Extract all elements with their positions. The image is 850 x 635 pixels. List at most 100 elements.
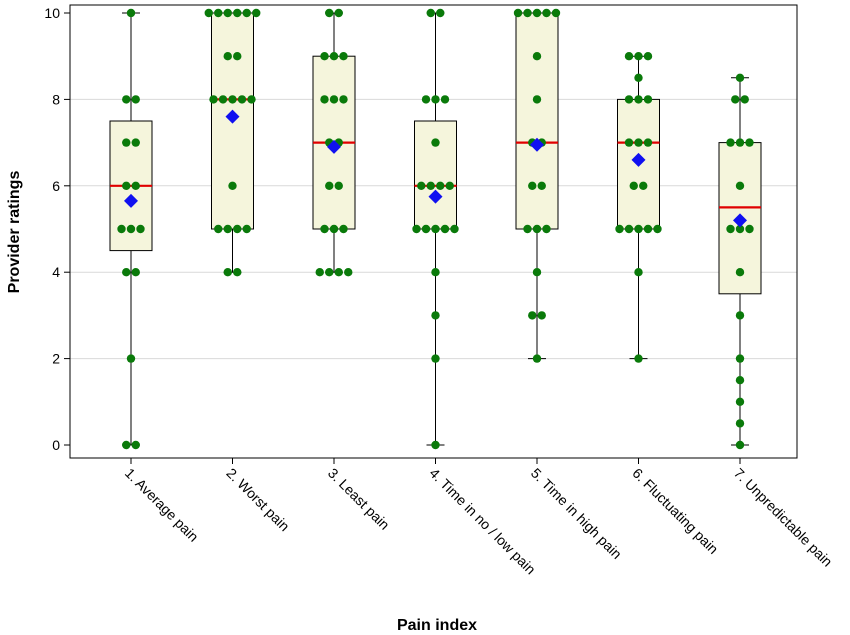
data-point: [634, 138, 643, 147]
data-point: [228, 181, 237, 190]
box-7: [718, 73, 762, 450]
data-point: [329, 95, 339, 104]
data-point: [247, 95, 256, 104]
box-iqr: [414, 120, 457, 230]
data-point: [624, 95, 634, 104]
data-point: [325, 268, 334, 277]
data-point: [334, 181, 343, 190]
data-point: [532, 354, 542, 363]
data-point: [204, 8, 213, 18]
data-point: [431, 354, 440, 363]
data-point: [233, 268, 242, 277]
data-point: [131, 181, 140, 190]
data-point: [431, 268, 440, 277]
data-point: [228, 95, 237, 104]
data-point: [431, 95, 440, 104]
data-point: [532, 95, 542, 104]
mean-marker: [530, 137, 544, 152]
data-point: [320, 224, 329, 234]
data-point: [643, 224, 653, 234]
data-point: [523, 8, 532, 18]
data-point: [653, 224, 662, 234]
box-iqr: [515, 12, 559, 230]
x-tick-label-6: 6. Fluctuating pain: [629, 465, 721, 557]
data-point: [242, 8, 251, 18]
data-point: [233, 52, 242, 61]
data-point: [431, 138, 440, 147]
data-point: [209, 95, 218, 104]
data-point: [122, 268, 131, 277]
mean-marker: [225, 109, 240, 124]
data-point: [551, 8, 561, 18]
data-point: [745, 224, 754, 234]
data-point: [634, 354, 643, 363]
data-point: [131, 440, 140, 450]
box-6: [615, 52, 662, 363]
data-point: [431, 311, 440, 320]
data-point: [431, 224, 440, 234]
data-point: [344, 268, 353, 277]
data-point: [745, 138, 754, 147]
data-point: [412, 224, 421, 234]
mean-marker: [631, 152, 646, 167]
data-point: [537, 181, 546, 190]
data-point: [325, 8, 334, 18]
box-1: [109, 8, 153, 450]
data-point: [731, 95, 740, 104]
data-point: [532, 52, 542, 61]
data-point: [528, 181, 537, 190]
data-point: [242, 224, 251, 234]
data-point: [329, 52, 339, 61]
y-tick-label-8: 8: [52, 91, 60, 107]
data-point: [615, 224, 624, 234]
plot-frame: [69, 4, 798, 459]
y-tick-label-2: 2: [52, 351, 60, 367]
x-tick-label-4: 4. Time in no / low pain: [426, 465, 539, 578]
data-point: [339, 95, 348, 104]
data-point: [131, 138, 140, 147]
data-point: [629, 181, 638, 190]
data-point: [320, 52, 329, 61]
data-point: [532, 8, 542, 18]
x-axis-title: Pain index: [397, 617, 477, 634]
data-point: [126, 224, 136, 234]
data-point: [421, 224, 431, 234]
y-axis: 0 2 4 6 8 10: [44, 5, 70, 453]
data-point: [639, 181, 648, 190]
data-point: [624, 138, 634, 147]
data-point: [735, 73, 745, 83]
data-point: [131, 95, 140, 104]
data-point: [735, 419, 745, 428]
data-point: [726, 138, 735, 147]
data-point: [122, 138, 131, 147]
data-point: [740, 95, 749, 104]
data-point: [431, 440, 440, 450]
data-point: [634, 52, 643, 61]
mean-marker: [428, 189, 443, 204]
data-point: [542, 8, 551, 18]
y-tick-label-0: 0: [52, 437, 60, 453]
data-point: [252, 8, 261, 18]
data-point: [513, 8, 523, 18]
data-point: [237, 95, 247, 104]
box-5: [513, 8, 561, 363]
data-point: [218, 95, 228, 104]
data-point: [735, 376, 745, 385]
y-tick-label-4: 4: [52, 264, 60, 280]
data-point: [421, 95, 431, 104]
data-point: [445, 181, 454, 190]
box-3: [312, 8, 356, 277]
data-point: [122, 181, 131, 190]
box-4: [412, 8, 459, 450]
data-point: [329, 224, 339, 234]
x-tick-label-5: 5. Time in high pain: [528, 465, 625, 562]
data-point: [440, 95, 450, 104]
data-point: [339, 52, 348, 61]
data-point: [122, 95, 131, 104]
data-point: [223, 268, 232, 277]
data-point: [735, 224, 745, 234]
data-point: [131, 268, 140, 277]
data-point: [214, 8, 223, 18]
data-point: [735, 311, 745, 320]
data-point: [643, 52, 653, 61]
